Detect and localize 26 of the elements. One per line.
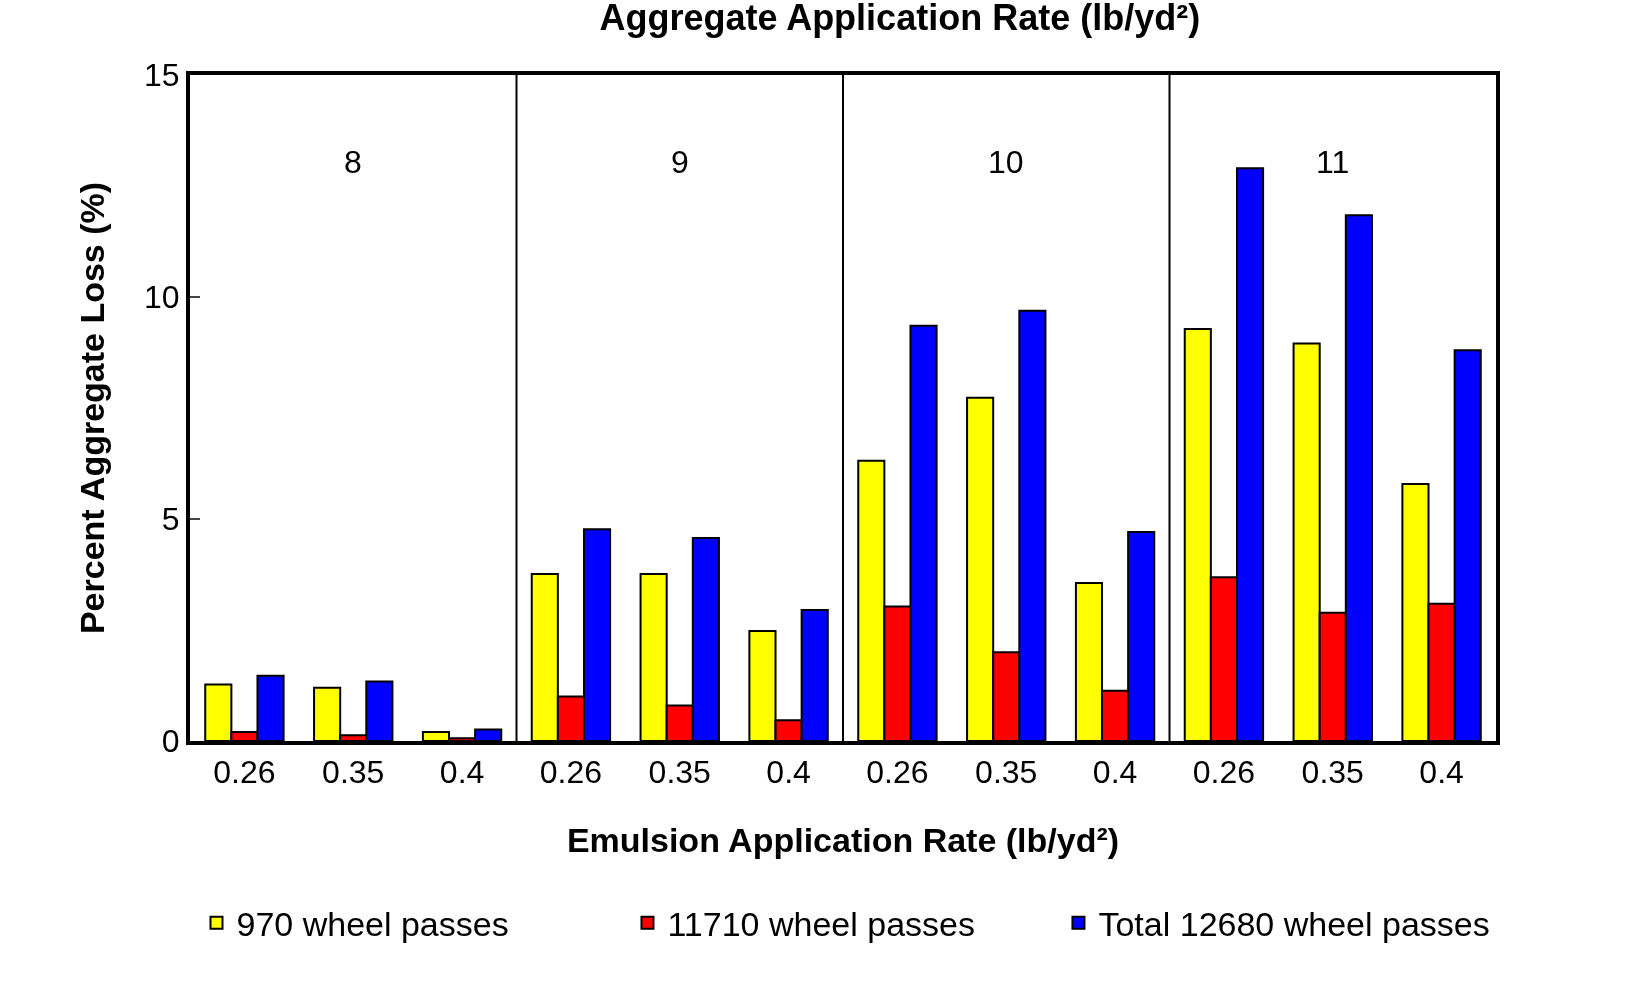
x-tick-label: 0.35: [322, 754, 385, 791]
annotation: 11: [1316, 144, 1350, 180]
x-tick-label: 0.4: [766, 754, 811, 791]
y-tick-label: 10: [144, 279, 180, 316]
x-tick-label: 0.26: [866, 754, 929, 791]
x-tick-label: 0.4: [1419, 754, 1464, 791]
x-tick-label: 0.26: [213, 754, 276, 791]
x-tick-label: 0.35: [975, 754, 1038, 791]
x-tick-label: 0.4: [1092, 754, 1138, 791]
legend-label: 11710 wheel passes: [667, 905, 975, 944]
y-tick-label: 5: [161, 501, 180, 538]
annotation: 8: [344, 144, 362, 180]
y-axis-title: Percent Aggregate Loss (%): [73, 181, 112, 635]
legend-label: Total 12680 wheel passes: [1098, 905, 1490, 944]
chart-title: Aggregate Application Rate (lb/yd²): [599, 0, 1201, 39]
y-tick-label: 0: [161, 723, 180, 760]
x-tick-label: 0.26: [1192, 754, 1256, 791]
annotation: 9: [671, 144, 689, 180]
x-tick-label: 0.35: [648, 754, 711, 791]
legend-label: 970 wheel passes: [236, 905, 509, 944]
annotation: 10: [988, 144, 1024, 180]
x-tick-label: 0.4: [439, 754, 485, 791]
x-axis-title: Emulsion Application Rate (lb/yd²): [566, 821, 1120, 860]
x-tick-label: 0.26: [539, 754, 603, 791]
y-tick-label: 15: [144, 57, 180, 94]
x-tick-label: 0.35: [1301, 754, 1364, 791]
